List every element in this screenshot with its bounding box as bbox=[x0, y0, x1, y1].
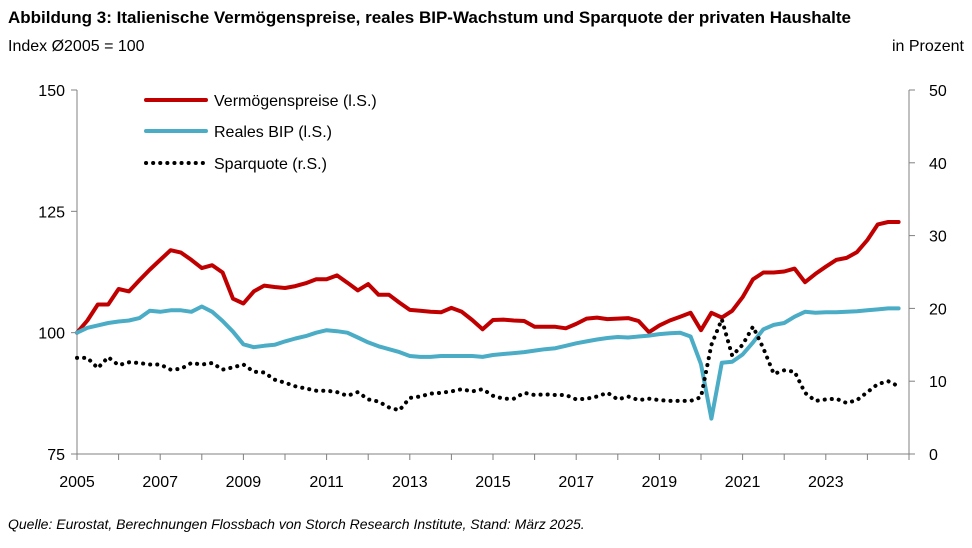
legend-item-asset-prices-label: Vermögenspreise (l.S.) bbox=[214, 93, 377, 110]
x-tick-label: 2019 bbox=[642, 474, 678, 491]
x-tick-label: 2009 bbox=[226, 474, 262, 491]
source-note: Quelle: Eurostat, Berechnungen Flossbach… bbox=[8, 516, 585, 532]
right-y-tick-label: 0 bbox=[929, 447, 938, 464]
right-y-tick-label: 30 bbox=[929, 229, 947, 246]
left-y-tick-label: 75 bbox=[47, 447, 65, 464]
x-tick-label: 2015 bbox=[475, 474, 511, 491]
left-y-tick-label: 150 bbox=[38, 83, 65, 100]
right-y-tick-label: 50 bbox=[929, 83, 947, 100]
right-y-tick-label: 40 bbox=[929, 156, 947, 173]
chart-title: Abbildung 3: Italienische Vermögenspreis… bbox=[8, 8, 851, 27]
x-tick-label: 2005 bbox=[59, 474, 95, 491]
x-tick-label: 2017 bbox=[558, 474, 594, 491]
x-tick-label: 2021 bbox=[725, 474, 761, 491]
left-axis-unit-label: Index Ø2005 = 100 bbox=[8, 38, 145, 55]
right-y-tick-label: 20 bbox=[929, 301, 947, 318]
left-y-tick-label: 100 bbox=[38, 326, 65, 343]
legend-item-savings-rate-label: Sparquote (r.S.) bbox=[214, 156, 327, 173]
right-axis-unit-label: in Prozent bbox=[891, 38, 964, 55]
x-tick-label: 2013 bbox=[392, 474, 428, 491]
legend-item-real-gdp-label: Reales BIP (l.S.) bbox=[214, 124, 332, 141]
real-gdp-line bbox=[75, 304, 901, 421]
right-y-tick-label: 10 bbox=[929, 374, 947, 391]
chart-legend: Vermögenspreise (l.S.) Reales BIP (l.S.) S… bbox=[144, 93, 377, 173]
asset-prices-line bbox=[75, 220, 901, 335]
x-tick-label: 2023 bbox=[808, 474, 844, 491]
x-tick-label: 2011 bbox=[309, 474, 344, 491]
left-y-tick-label: 125 bbox=[38, 204, 65, 221]
x-tick-label: 2007 bbox=[142, 474, 178, 491]
chart-series bbox=[75, 220, 901, 421]
savings-rate-line bbox=[75, 317, 901, 413]
chart-ticks: 75 100 125 150 0 10 20 30 40 50 2005 2007 2009 2011 20… bbox=[38, 83, 947, 491]
